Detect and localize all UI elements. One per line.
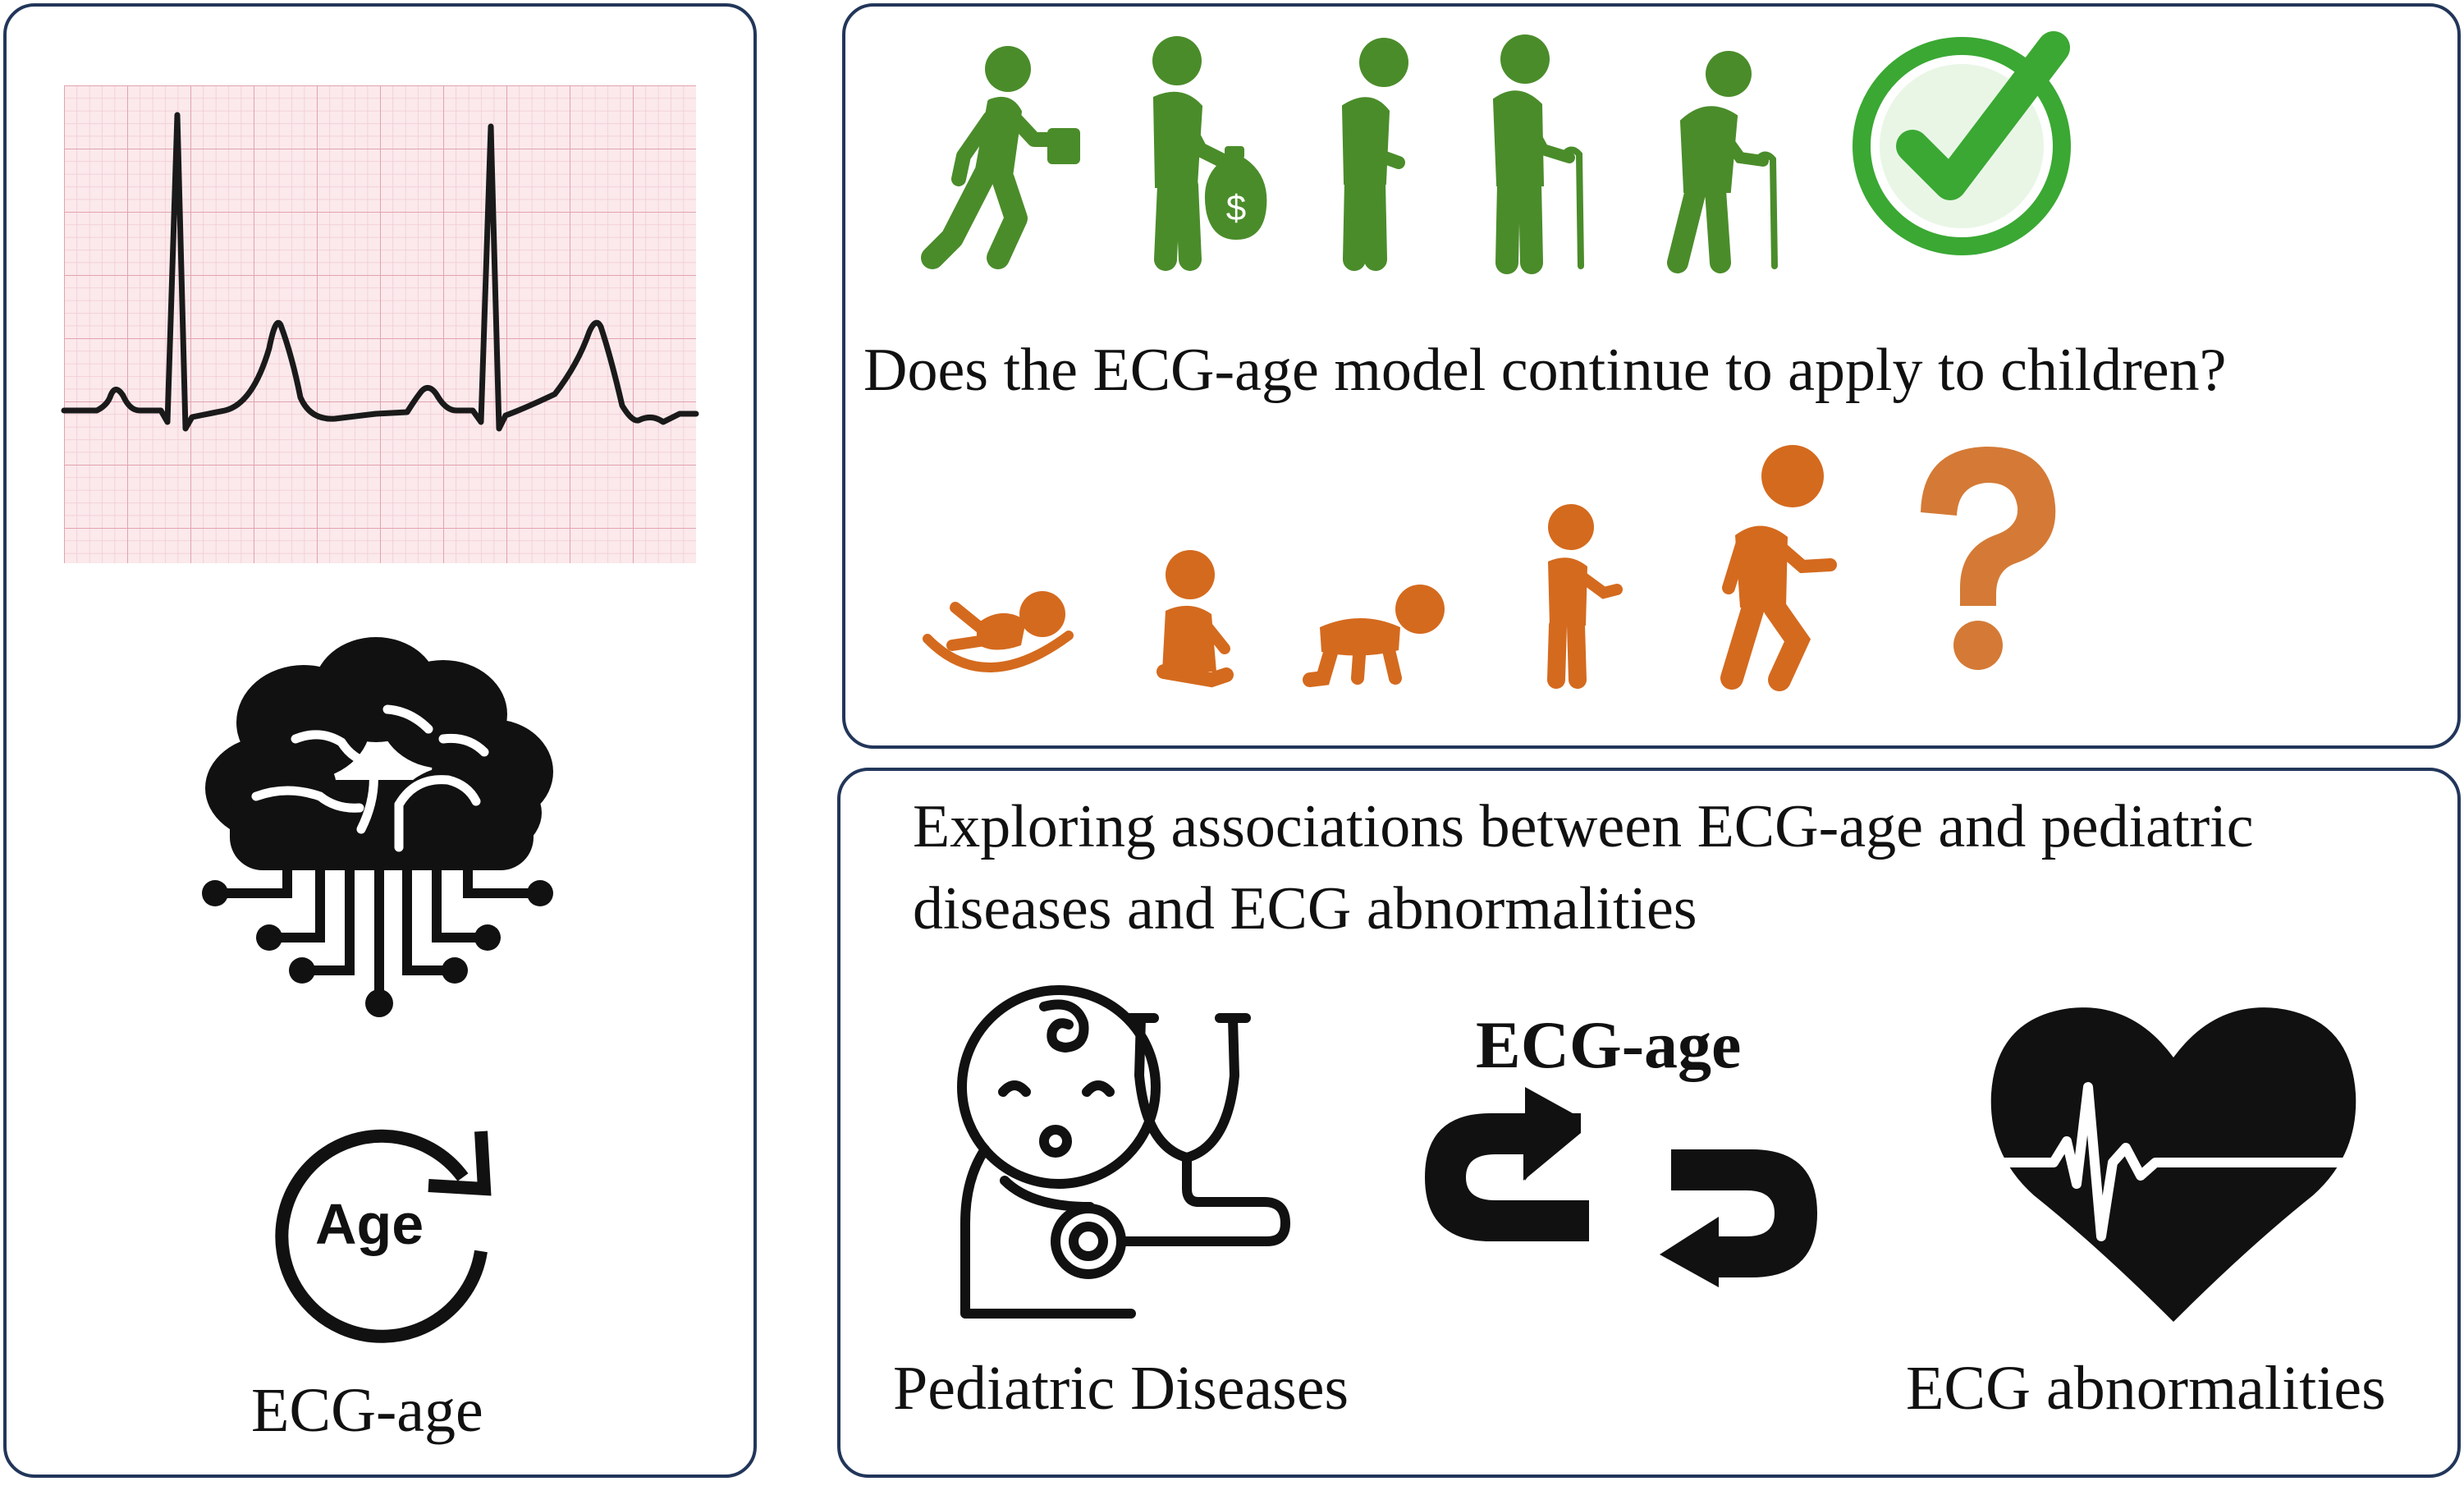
ecg-age-center-label: ECG-age (1476, 1007, 1742, 1082)
top-panel (842, 3, 2461, 749)
age-cycle-icon (275, 1129, 492, 1343)
ecg-trace-icon (61, 85, 699, 563)
age-icon-text: Age (315, 1192, 424, 1256)
bidirectional-arrows-icon (1425, 1087, 1817, 1287)
check-mark-icon (1853, 31, 2071, 255)
ai-brain-circuit-icon (202, 637, 553, 1017)
toddler-icon (1547, 504, 1623, 689)
walking-child-icon (1720, 445, 1837, 691)
question-text: Does the ECG-age model continue to apply… (863, 337, 2227, 404)
explore-heading-line1: Exploring associations between ECG-age a… (913, 793, 2254, 860)
elderly-cane-icon (1492, 34, 1584, 274)
adult-walking-briefcase-icon (921, 46, 1080, 269)
adult-money-bag-icon: $ (1152, 36, 1267, 271)
left-panel-caption: ECG-age (251, 1376, 483, 1445)
elderly-bent-cane-icon (1667, 51, 1778, 273)
middle-aged-icon (1341, 38, 1408, 271)
heart-ecg-icon (1981, 1007, 2367, 1322)
sitting-baby-icon (1156, 550, 1234, 688)
question-mark-icon (1921, 447, 2056, 670)
baby-stethoscope-icon (957, 985, 1290, 1319)
newborn-icon (923, 591, 1074, 672)
ecg-abnormalities-label: ECG abnormalities (1906, 1354, 2386, 1423)
svg-text:$: $ (1226, 188, 1246, 228)
explore-heading-line2: diseases and ECG abnormalities (913, 875, 1697, 943)
crawling-baby-icon (1303, 585, 1445, 687)
pediatric-diseases-label: Pediatric Diseases (893, 1354, 1349, 1423)
